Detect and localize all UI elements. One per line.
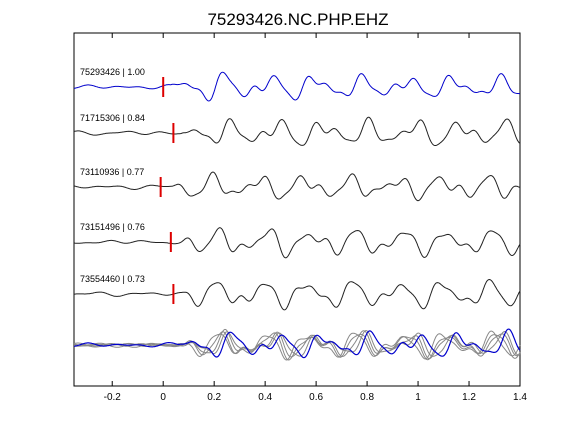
x-tick-label-3: 0.4 — [258, 392, 272, 403]
trace-line-1 — [73, 116, 521, 146]
x-tick-label-0: -0.2 — [104, 392, 122, 403]
x-tick-label-5: 0.8 — [360, 392, 374, 403]
trace-label-3: 73151496 | 0.76 — [80, 222, 145, 232]
trace-label-0: 75293426 | 1.00 — [80, 67, 145, 77]
trace-line-4 — [73, 278, 521, 311]
trace-label-1: 71715306 | 0.84 — [80, 113, 145, 123]
stack-reference-trace — [73, 328, 521, 359]
trace-line-0 — [73, 71, 521, 102]
stack-trace-2 — [73, 328, 521, 360]
chart-title: 75293426.NC.PHP.EHZ — [207, 10, 388, 29]
plot-frame — [73, 32, 521, 387]
x-tick-label-2: 0.2 — [207, 392, 221, 403]
x-axis: -0.2 0 0.2 0.4 0.6 0.8 1 1.2 1.4 — [104, 33, 527, 403]
traces-group: 75293426 | 1.00 71715306 | 0.84 73110936 |… — [73, 67, 521, 361]
x-tick-label-6: 1 — [415, 392, 421, 403]
trace-label-4: 73554460 | 0.73 — [80, 274, 145, 284]
x-tick-label-8: 1.4 — [513, 392, 527, 403]
trace-label-2: 73110936 | 0.77 — [80, 167, 144, 177]
x-tick-label-4: 0.6 — [309, 392, 323, 403]
x-tick-label-7: 1.2 — [462, 392, 476, 403]
stack-trace-4 — [73, 330, 521, 361]
trace-line-2 — [73, 171, 521, 202]
x-tick-label-1: 0 — [160, 392, 166, 403]
trace-line-3 — [73, 227, 521, 259]
